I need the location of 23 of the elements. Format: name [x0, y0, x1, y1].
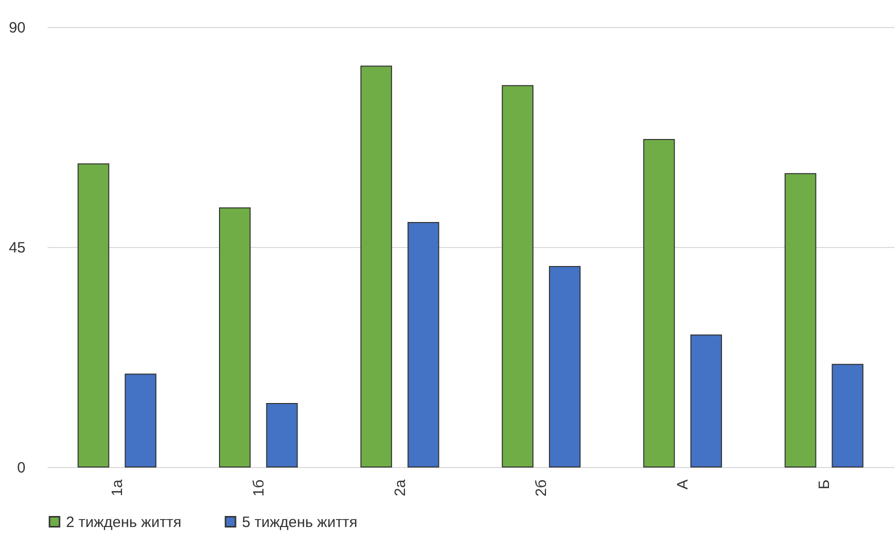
bar: [548, 266, 581, 468]
bar: [502, 85, 534, 468]
bar: [124, 374, 156, 468]
legend-label: 2 тиждень життя: [66, 514, 182, 531]
y-tick-label: 45: [8, 240, 26, 256]
bar: [690, 334, 722, 468]
bar: [832, 364, 864, 468]
legend-label: 5 тиждень життя: [242, 514, 358, 531]
bar: [360, 66, 392, 468]
bar: [784, 173, 816, 468]
x-tick-label: 1а: [108, 478, 126, 496]
bar: [219, 207, 251, 468]
x-tick-label: А: [674, 480, 692, 490]
x-tick-label: Б: [816, 479, 834, 490]
x-tick-label: 2б: [533, 480, 550, 496]
y-tick-label: 90: [8, 20, 26, 36]
bar: [408, 222, 440, 468]
y-tick-label: 0: [17, 460, 26, 476]
x-tick-label: 2а: [392, 478, 409, 496]
bar: [643, 138, 675, 468]
bar: [266, 402, 298, 468]
x-tick-label: 1б: [250, 480, 268, 496]
bar: [78, 163, 110, 468]
